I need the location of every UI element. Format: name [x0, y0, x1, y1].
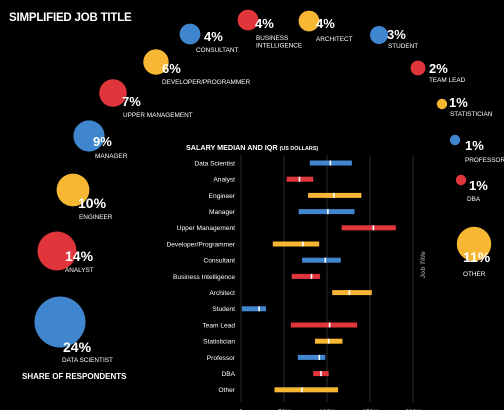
salary-chart-title-unit: (US DOLLARS) [280, 146, 319, 152]
bubble-category-label: PROFESSOR [465, 157, 504, 164]
iqr-bar [297, 354, 326, 360]
y-category-label: Upper Management [177, 225, 235, 232]
median-marker [324, 257, 327, 263]
bubble [179, 23, 201, 45]
median-marker [258, 306, 260, 312]
bubble-value-label: 11% [463, 249, 491, 265]
iqr-bar [308, 192, 362, 198]
iqr-bar [274, 387, 339, 393]
bubble-category-label: INTELLIGENCE [256, 43, 302, 50]
bubble-category-label: ENGINEER [79, 214, 113, 221]
bubble-value-label: 1% [469, 178, 488, 193]
y-category-label: Developer/Programmer [166, 241, 235, 248]
bubble [73, 120, 105, 152]
bubble-value-label: 1% [465, 138, 484, 153]
bubble [410, 60, 426, 76]
bubble [99, 79, 127, 107]
iqr-bar [272, 241, 320, 247]
bubble [143, 49, 169, 75]
y-category-label: Statistician [203, 339, 235, 346]
bubble-category-label: TEAM LEAD [429, 77, 466, 84]
salary-chart-title-main: SALARY MEDIAN AND IQR [186, 143, 280, 152]
y-axis-title: Job Title [420, 251, 427, 278]
page-title: SIMPLIFIED JOB TITLE [9, 12, 132, 24]
median-marker [301, 387, 303, 393]
median-marker [333, 192, 335, 198]
median-marker [298, 176, 301, 182]
y-category-label: Consultant [203, 258, 235, 265]
y-category-label: Architect [209, 290, 235, 297]
median-marker [372, 225, 375, 231]
bubble-category-label: STUDENT [388, 43, 418, 50]
bubble-category-label: UPPER MANAGEMENT [123, 112, 193, 119]
median-marker [329, 160, 332, 166]
y-category-label: Analyst [213, 177, 235, 184]
median-marker [318, 354, 321, 360]
bubble-value-label: 3% [387, 27, 406, 42]
bubble-category-label: ARCHITECT [316, 36, 353, 43]
bubble-value-label: 10% [78, 195, 107, 211]
median-marker [348, 290, 351, 296]
bubble-value-label: 4% [316, 16, 335, 31]
y-category-label: Engineer [209, 193, 236, 200]
y-category-label: Data Scientist [194, 160, 235, 167]
y-category-label: Professor [207, 355, 236, 362]
share-axis-title: SHARE OF RESPONDENTS [22, 372, 127, 381]
bubble-category-label: ANALYST [65, 267, 94, 274]
iqr-bar [241, 306, 266, 312]
bubble [455, 174, 467, 186]
iqr-bar [302, 257, 341, 263]
bubble-category-label: MANAGER [95, 153, 128, 160]
bubble-value-label: 7% [122, 94, 141, 109]
y-category-label: Student [212, 306, 235, 313]
y-category-label: Manager [209, 209, 236, 216]
bubble [298, 10, 320, 32]
bubble-value-label: 1% [449, 95, 468, 110]
bubble-category-label: STATISTICIAN [450, 111, 493, 118]
iqr-bar [298, 209, 355, 215]
median-marker [328, 322, 331, 328]
bubble [436, 98, 448, 110]
median-marker [310, 273, 313, 279]
bubble-category-label: BUSINESS [256, 35, 288, 42]
bubble-category-label: CONSULTANT [196, 47, 238, 54]
salary-chart-title: SALARY MEDIAN AND IQR (US DOLLARS) [186, 143, 318, 152]
iqr-bar [290, 322, 358, 328]
median-marker [327, 338, 330, 344]
y-category-label: Team Lead [202, 322, 235, 329]
median-marker [327, 209, 329, 215]
iqr-bar [291, 273, 321, 279]
bubble-value-label: 24% [63, 339, 92, 355]
bubble [56, 173, 90, 207]
bubble-category-label: DATA SCIENTIST [62, 357, 113, 364]
bubble [449, 134, 461, 146]
bubble [37, 231, 77, 271]
median-marker [320, 371, 322, 377]
bubble-value-label: 9% [93, 134, 112, 149]
y-category-label: DBA [221, 371, 235, 378]
bubble [370, 26, 388, 44]
bubble-value-label: 6% [162, 61, 181, 76]
iqr-bar [332, 290, 372, 296]
bubble-category-label: OTHER [463, 271, 486, 278]
y-category-label: Other [219, 387, 236, 394]
y-category-label: Business Intelligence [173, 274, 235, 281]
bubble-value-label: 2% [429, 61, 448, 76]
bubble-value-label: 14% [65, 248, 94, 264]
bubble [456, 226, 492, 262]
bubble [34, 296, 86, 348]
bubble-category-label: DBA [467, 196, 481, 203]
bubble [237, 9, 259, 31]
median-marker [302, 241, 304, 247]
iqr-bar [341, 225, 396, 231]
bubble-value-label: 4% [255, 16, 274, 31]
bubble-value-label: 4% [204, 29, 223, 44]
bubble-category-label: DEVELOPER/PROGRAMMER [162, 79, 250, 86]
